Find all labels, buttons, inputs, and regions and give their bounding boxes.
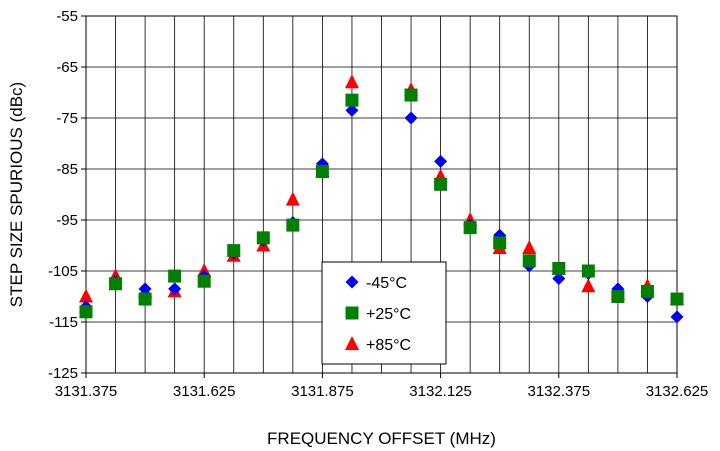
x-tick-label: 3132.625 xyxy=(646,383,709,400)
x-tick-label: 3131.875 xyxy=(291,383,354,400)
y-tick-label: -115 xyxy=(49,314,78,331)
data-point-diamond xyxy=(168,282,182,296)
data-point-triangle xyxy=(344,74,359,89)
data-point-square xyxy=(463,221,477,235)
x-axis-label: FREQUENCY OFFSET (MHz) xyxy=(267,429,496,448)
data-point-diamond xyxy=(670,310,684,324)
data-point-square xyxy=(434,177,448,191)
legend-item: +25°C xyxy=(345,306,411,323)
data-point-square xyxy=(611,290,625,303)
x-tick-label: 3132.375 xyxy=(528,383,591,400)
data-point-square xyxy=(345,93,359,107)
data-point-triangle xyxy=(285,191,300,206)
legend-item: -45°C xyxy=(345,275,407,292)
y-tick-label: -125 xyxy=(48,365,78,382)
x-tick-label: 3132.125 xyxy=(409,383,472,400)
data-point-diamond xyxy=(345,103,359,117)
data-point-square xyxy=(138,292,152,306)
data-point-square xyxy=(404,88,418,102)
data-point-square xyxy=(197,274,211,288)
y-axis-label: STEP SIZE SPURIOUS (dBc) xyxy=(7,82,26,307)
x-axis-ticks: 3131.375 3131.625 3131.875 3132.125 3132.375… xyxy=(55,373,709,400)
legend-box xyxy=(321,261,447,365)
legend-item: +85°C xyxy=(345,336,411,354)
y-tick-label: -95 xyxy=(56,212,78,229)
y-axis-ticks: -55 -65 -75 -85 -95 -105 -115 -125 xyxy=(48,8,86,382)
data-point-square xyxy=(493,236,507,250)
data-point-diamond xyxy=(552,272,566,286)
data-points xyxy=(79,74,684,324)
y-tick-label: -75 xyxy=(56,110,78,127)
data-point-diamond xyxy=(138,282,152,296)
data-point-triangle xyxy=(79,288,93,303)
data-point-square xyxy=(256,231,270,245)
legend-label: +85°C xyxy=(366,337,411,354)
data-point-square xyxy=(286,218,300,232)
legend-label: -45°C xyxy=(366,275,407,292)
data-point-square xyxy=(109,277,123,291)
legend: -45°C +25°C +85°C xyxy=(321,261,447,365)
legend-marker-square xyxy=(345,306,359,320)
data-point-square xyxy=(670,292,684,306)
data-point-triangle xyxy=(522,240,537,255)
y-tick-label: -105 xyxy=(48,263,78,280)
data-point-square xyxy=(168,269,182,283)
x-tick-label: 3131.625 xyxy=(173,383,236,400)
legend-marker-diamond xyxy=(345,275,359,289)
data-point-square xyxy=(315,165,329,179)
data-point-square xyxy=(581,264,595,278)
data-point-square xyxy=(552,261,566,275)
y-tick-label: -55 xyxy=(56,8,78,25)
data-point-square xyxy=(640,284,654,298)
legend-label: +25°C xyxy=(366,306,411,323)
data-point-diamond xyxy=(404,111,418,125)
y-tick-label: -85 xyxy=(56,161,78,178)
x-tick-label: 3131.375 xyxy=(55,383,118,400)
data-point-square xyxy=(522,254,536,268)
data-point-square xyxy=(227,244,241,258)
data-point-triangle xyxy=(581,278,596,293)
series-square xyxy=(79,88,684,319)
data-point-square xyxy=(79,305,93,319)
legend-marker-triangle xyxy=(345,336,359,350)
data-point-diamond xyxy=(434,154,448,168)
plot-area-frame xyxy=(85,15,678,374)
y-tick-label: -65 xyxy=(56,59,78,76)
